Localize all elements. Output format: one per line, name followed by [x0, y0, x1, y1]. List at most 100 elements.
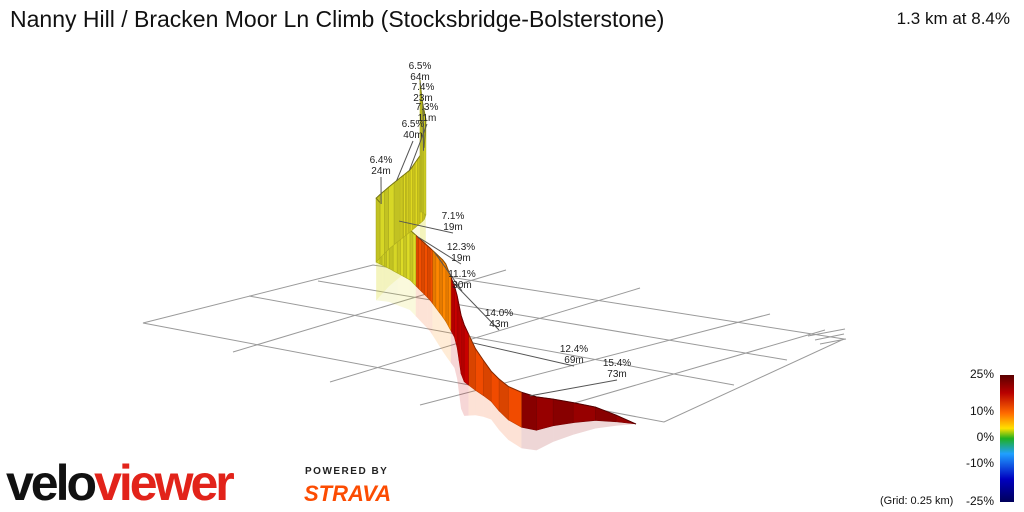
label-leader-2	[452, 282, 500, 331]
reflection-segment-5	[397, 273, 401, 307]
profile-segment-0	[572, 402, 596, 424]
profile-segment-9	[417, 154, 421, 227]
reflection-segment-5	[409, 279, 413, 314]
legend-tick-label: -10%	[965, 456, 994, 470]
profile-segment-7	[384, 186, 389, 255]
label-leader-10	[419, 82, 422, 86]
reflection-segment-6	[389, 268, 394, 304]
strava-logo: STRAVA	[304, 481, 392, 506]
reflection-segment-0	[536, 425, 554, 451]
segment-gradient-label: 7.3%	[416, 102, 439, 113]
reflection-segment-1	[475, 390, 484, 417]
reflection-segment-2	[461, 373, 465, 416]
grid-note: (Grid: 0.25 km)	[880, 495, 954, 507]
segment-length-label: 43m	[489, 319, 508, 330]
reflection-segment-1	[499, 410, 509, 440]
reflection-segment-0	[595, 420, 616, 429]
profile-segment-7	[388, 182, 395, 251]
legend-tick-label: -25%	[965, 494, 994, 508]
segment-length-label: 23m	[413, 93, 432, 104]
segment-length-label: 69m	[564, 355, 583, 366]
label-leader-4	[417, 236, 462, 265]
label-leader-3	[434, 251, 463, 292]
segment-length-label: 30m	[452, 280, 471, 291]
reflection-segment-5	[412, 282, 416, 317]
profile-segment-2	[460, 315, 465, 382]
reflection-segment-6	[384, 266, 387, 302]
reflection-segment-3	[432, 303, 436, 341]
segment-gradient-label: 6.5%	[409, 61, 432, 72]
reflection-segment-5	[403, 276, 407, 309]
segment-length-label: 11m	[418, 113, 437, 124]
reflection-segment-4	[424, 294, 428, 329]
profile-top-edge-7	[375, 177, 401, 203]
reflection-segment-6	[382, 265, 385, 302]
profile-segment-3	[438, 255, 443, 318]
reflection-segment-2	[464, 381, 469, 416]
reflection-segment-4	[418, 288, 422, 323]
profile-segment-3	[442, 258, 447, 323]
profile-segment-5	[412, 231, 417, 287]
reflection-segment-0	[553, 422, 574, 442]
profile-segment-9	[412, 161, 416, 231]
profile-segment-4	[418, 237, 422, 293]
reflection-segment-3	[442, 316, 446, 356]
reflection-segment-3	[445, 321, 449, 360]
reflection-segment-0	[615, 421, 636, 426]
profile-segment-9	[409, 165, 413, 233]
segment-length-label: 73m	[607, 369, 626, 380]
label-leader-7	[396, 140, 414, 181]
profile-segment-3	[432, 249, 437, 309]
segment-length-label: 24m	[371, 166, 390, 177]
segment-gradient-label: 12.4%	[560, 344, 588, 355]
reflection-segment-7	[376, 257, 381, 301]
profile-segment-7	[393, 177, 401, 246]
label-leader-1	[472, 342, 575, 367]
legend-tick-label: 25%	[969, 367, 994, 381]
reflection-segment-5	[406, 278, 410, 310]
profile-segment-5	[406, 226, 411, 281]
profile-segment-7	[375, 193, 381, 263]
profile-segment-1	[507, 385, 522, 428]
segment-gradient-label: 7.4%	[412, 82, 435, 93]
profile-segment-0	[552, 398, 574, 427]
profile-segment-0	[536, 396, 554, 431]
profile-top-edge-1	[468, 333, 522, 393]
segment-length-label: 19m	[451, 253, 470, 264]
veloviewer-logo: veloviewer	[6, 455, 235, 511]
reflection-segment-1	[508, 419, 522, 449]
reflection-segment-1	[468, 384, 476, 416]
profile-segment-0	[595, 406, 617, 423]
reflection-segment-7	[376, 262, 380, 301]
label-leader-5	[398, 220, 454, 234]
segment-gradient-label: 14.0%	[485, 308, 513, 319]
reflection-segment-2	[459, 360, 462, 409]
reflection-segment-4	[427, 297, 431, 332]
segment-labels: 15.4%73m12.4%69m14.0%43m11.1%30m12.3%19m…	[370, 61, 631, 397]
segment-length-label: 40m	[403, 130, 422, 141]
gradient-color-scale	[1000, 375, 1014, 502]
reflection-segment-4	[415, 285, 419, 320]
profile-wall	[375, 79, 637, 431]
legend-tick-label: 0%	[976, 430, 994, 444]
label-leader-8	[408, 123, 428, 171]
reflection-segment-5	[400, 274, 404, 308]
profile-segment-4	[427, 244, 431, 301]
reflection-segment-6	[379, 263, 383, 302]
profile-segment-4	[429, 247, 433, 305]
profile-segment-0	[521, 391, 537, 431]
climb-summary: 1.3 km at 8.4%	[896, 9, 1010, 28]
reflection-segment-0	[573, 420, 596, 435]
profile-segment-9	[414, 158, 418, 229]
reflection-segment-3	[448, 326, 451, 363]
profile-segment-3	[435, 252, 440, 314]
branding: veloviewer POWERED BY STRAVA	[6, 455, 416, 511]
profile-segment-1	[475, 347, 484, 397]
reflection-segment-3	[439, 312, 443, 352]
segment-length-label: 64m	[410, 72, 429, 83]
reflection-segment-6	[386, 267, 390, 303]
reflection-segment-2	[450, 330, 455, 368]
profile-top-edge-8	[399, 169, 411, 179]
segment-gradient-label: 6.5%	[402, 119, 425, 130]
